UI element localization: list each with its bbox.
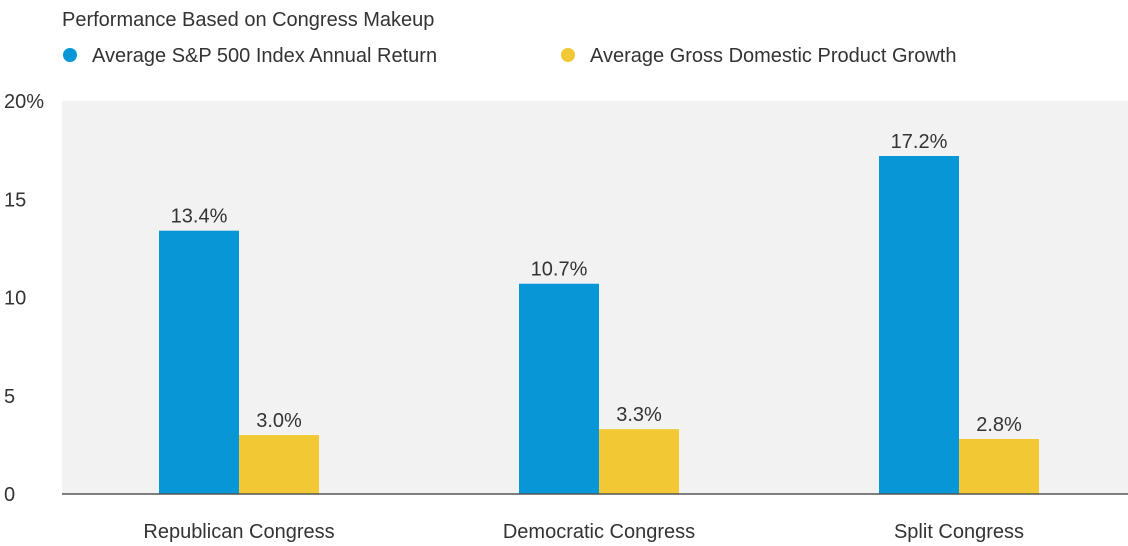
bar-gdp-1 xyxy=(239,435,319,494)
data-label: 10.7% xyxy=(531,259,588,281)
y-axis-ticks: 0 5 10 15 20% xyxy=(4,91,44,506)
y-tick-label: 0 xyxy=(4,484,15,506)
data-label: 2.8% xyxy=(976,414,1022,436)
data-label: 3.3% xyxy=(616,404,662,426)
legend-marker-2 xyxy=(561,48,575,62)
x-category-label: Democratic Congress xyxy=(503,521,695,543)
bar-sp500-1 xyxy=(159,231,239,494)
y-tick-label: 15 xyxy=(4,189,26,211)
y-tick-label: 5 xyxy=(4,386,15,408)
legend-marker-1 xyxy=(63,48,77,62)
legend-label-1: Average S&P 500 Index Annual Return xyxy=(92,45,437,67)
data-label: 3.0% xyxy=(256,410,302,432)
bar-gdp-3 xyxy=(959,439,1039,494)
chart-title: Performance Based on Congress Makeup xyxy=(62,9,434,31)
legend-label-2: Average Gross Domestic Product Growth xyxy=(590,45,956,67)
y-tick-label: 20% xyxy=(4,91,44,113)
data-label: 17.2% xyxy=(891,131,948,153)
category-labels: Republican Congress Democratic Congress Sp… xyxy=(143,521,1024,543)
bar-sp500-3 xyxy=(879,156,959,494)
bar-gdp-2 xyxy=(599,429,679,494)
x-category-label: Split Congress xyxy=(894,521,1024,543)
x-category-label: Republican Congress xyxy=(143,521,334,543)
data-label: 13.4% xyxy=(171,206,228,228)
y-tick-label: 10 xyxy=(4,288,26,310)
legend: Average S&P 500 Index Annual Return Avera… xyxy=(63,45,956,67)
bar-sp500-2 xyxy=(519,284,599,494)
